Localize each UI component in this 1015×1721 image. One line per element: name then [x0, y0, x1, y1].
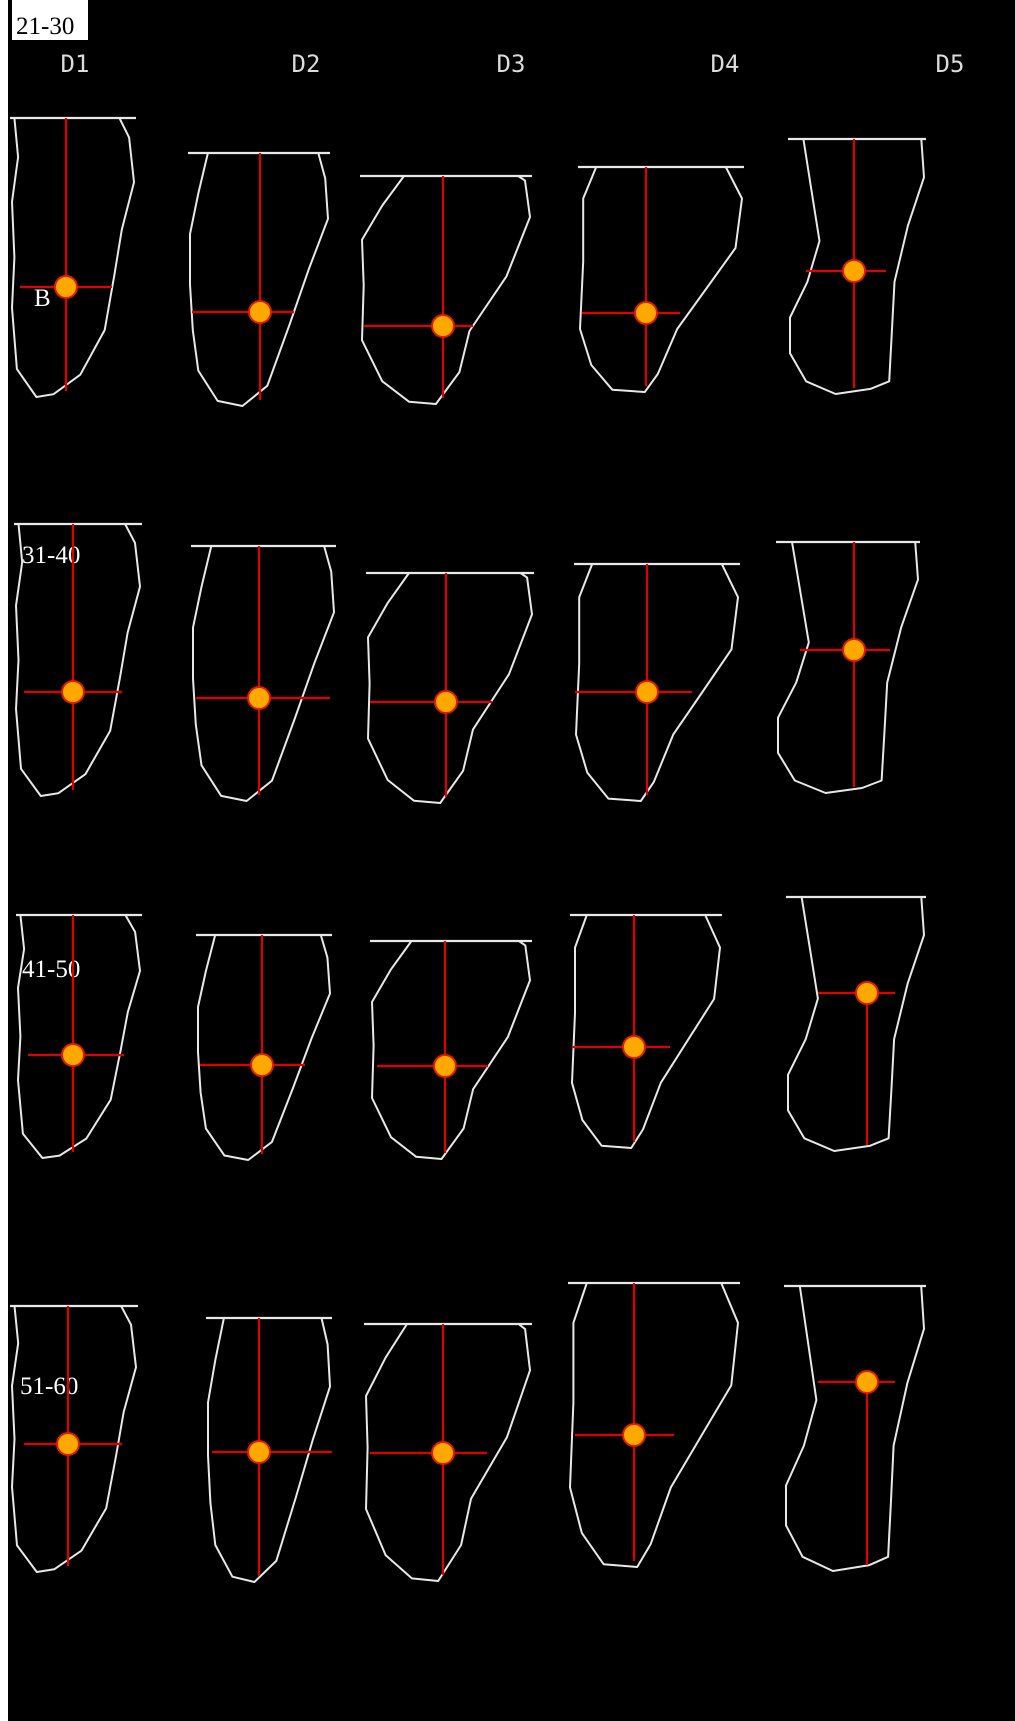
intersection-point: [61, 1043, 85, 1067]
intersection-point: [61, 680, 85, 704]
tooth-d2-row-3: [196, 933, 332, 1161]
tooth-outline: [207, 1317, 331, 1583]
tooth-d2-row-4: [206, 1316, 332, 1583]
intersection-point: [54, 275, 78, 299]
row-label-31-40: 31-40: [22, 542, 80, 569]
tooth-outline: [367, 572, 533, 804]
column-header-d3: D3: [497, 50, 526, 78]
intersection-point: [431, 1441, 455, 1465]
tooth-d5-row-3: [786, 895, 926, 1152]
intersection-point: [56, 1432, 80, 1456]
tooth-d3-row-4: [364, 1322, 532, 1582]
tooth-d5-row-1: [788, 137, 926, 395]
tooth-d3-row-1: [360, 174, 532, 405]
intersection-point: [622, 1423, 646, 1447]
tooth-d1-row-1: [10, 116, 136, 398]
tooth-outline: [789, 138, 925, 395]
intersection-point: [433, 1054, 457, 1078]
intersection-point: [247, 686, 271, 710]
intersection-point: [431, 314, 455, 338]
black-background: [8, 0, 1015, 1721]
tooth-diagrams: [10, 116, 926, 1583]
intersection-point: [635, 680, 659, 704]
tooth-outline: [192, 545, 335, 802]
intersection-point: [622, 1035, 646, 1059]
tooth-d3-row-2: [366, 571, 534, 804]
tooth-outline: [571, 914, 721, 1149]
tooth-outline: [17, 914, 141, 1159]
tooth-outline: [575, 563, 739, 802]
column-header-d4: D4: [711, 50, 740, 78]
tooth-d4-row-1: [578, 165, 744, 393]
tooth-d3-row-3: [370, 939, 532, 1160]
intersection-point: [248, 300, 272, 324]
tooth-d1-row-2: [14, 522, 142, 797]
row-label-51-60: 51-60: [20, 1373, 78, 1400]
tooth-d1-row-3: [16, 913, 142, 1159]
row-label-21-30: 21-30: [16, 13, 74, 40]
tooth-outline: [785, 1285, 925, 1572]
point-label-b: B: [34, 285, 51, 312]
intersection-point: [855, 1370, 879, 1394]
tooth-outline: [787, 896, 925, 1152]
tooth-outline: [15, 523, 141, 797]
intersection-point: [434, 690, 458, 714]
row-label-41-50: 41-50: [22, 956, 80, 983]
tooth-outline: [579, 166, 743, 393]
tooth-d5-row-4: [784, 1284, 926, 1572]
tooth-d4-row-2: [574, 562, 740, 802]
tooth-outline: [569, 1282, 739, 1568]
column-header-d1: D1: [61, 50, 90, 78]
tooth-outline: [365, 1323, 531, 1582]
tooth-outline: [197, 934, 331, 1161]
intersection-point: [634, 301, 658, 325]
intersection-point: [842, 638, 866, 662]
intersection-point: [842, 259, 866, 283]
tooth-outline: [189, 152, 329, 407]
tooth-d2-row-2: [191, 544, 336, 802]
top-label-box: [12, 0, 88, 40]
intersection-point: [855, 981, 879, 1005]
tooth-outline: [11, 1305, 137, 1573]
tooth-outline: [361, 175, 531, 405]
intersection-point: [247, 1440, 271, 1464]
tooth-d1-row-4: [10, 1304, 138, 1573]
column-header-d2: D2: [292, 50, 321, 78]
tooth-outline: [371, 940, 531, 1160]
tooth-d2-row-1: [188, 151, 330, 407]
tooth-outline: [11, 117, 135, 398]
tooth-d4-row-3: [570, 913, 722, 1149]
tooth-d5-row-2: [776, 540, 920, 794]
tooth-outline: [777, 541, 919, 794]
tooth-d4-row-4: [568, 1281, 740, 1568]
intersection-point: [250, 1053, 274, 1077]
column-header-d5: D5: [936, 50, 965, 78]
